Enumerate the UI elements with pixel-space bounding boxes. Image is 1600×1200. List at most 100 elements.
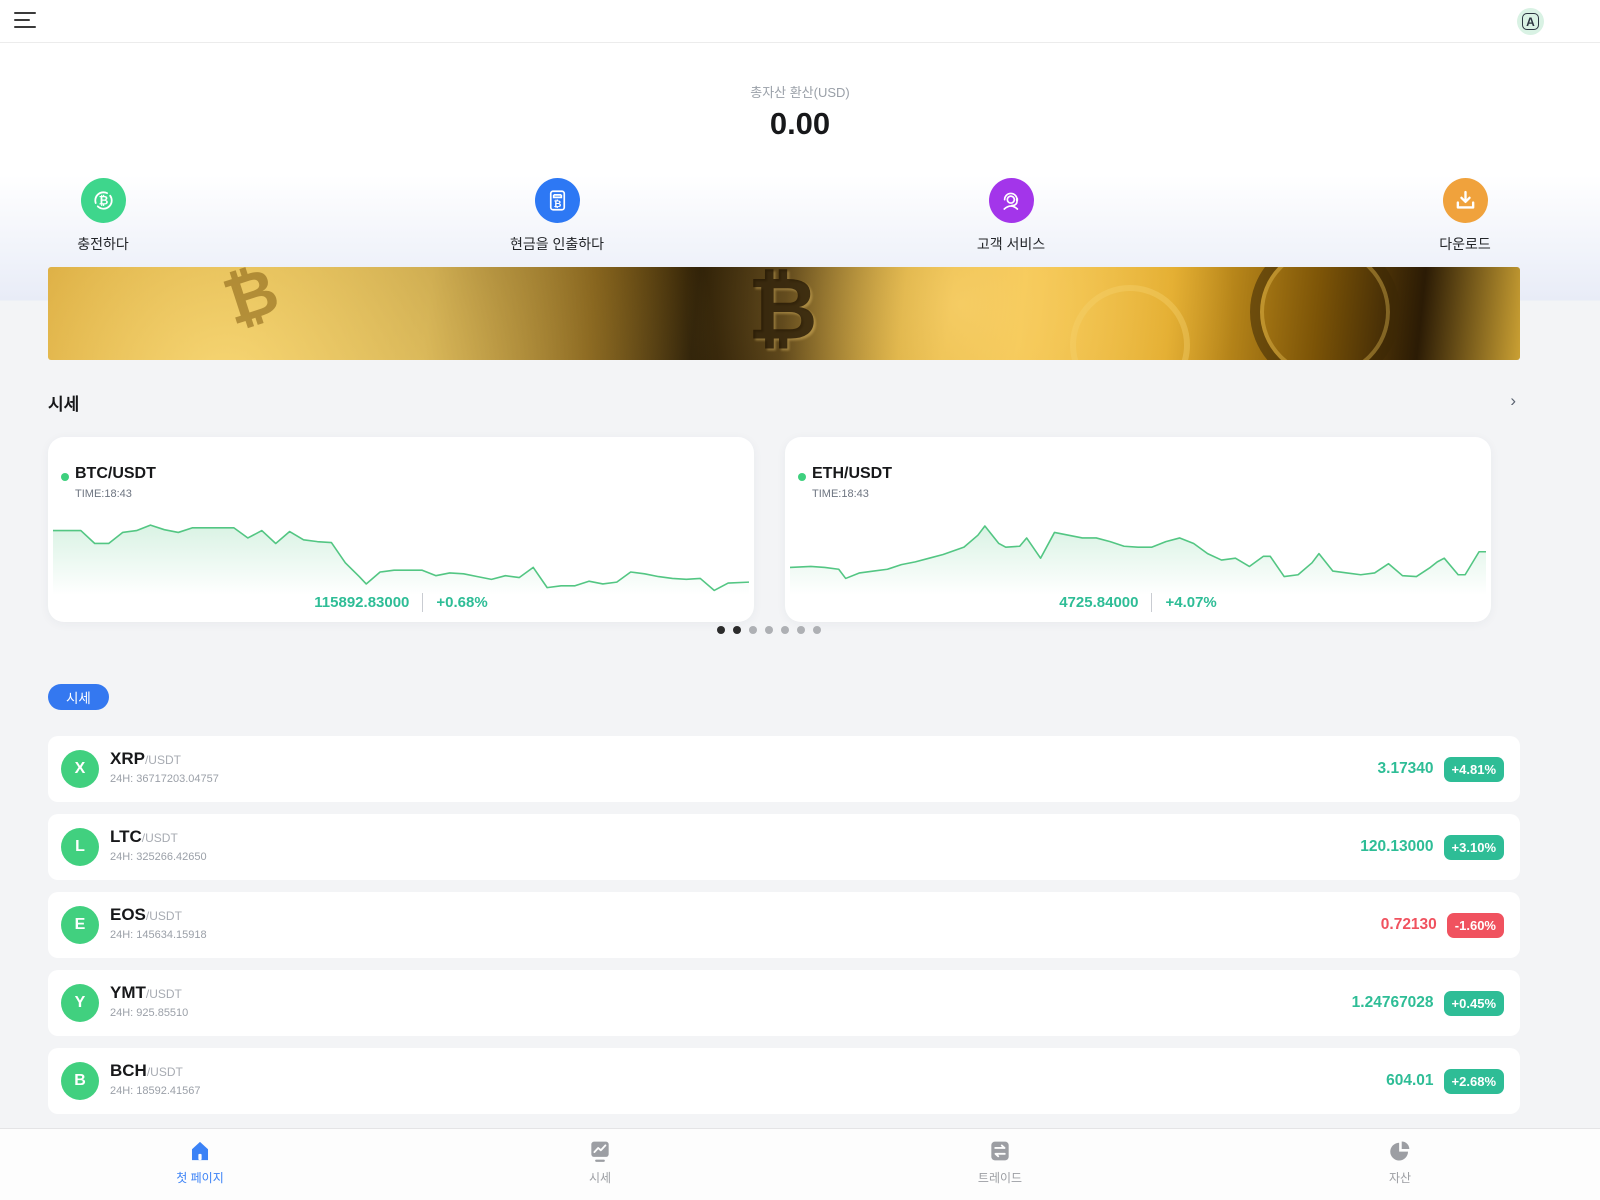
coin-quote: /USDT [145,909,182,923]
download-label: 다운로드 [1439,236,1491,252]
coin-ring-decoration [1070,285,1190,360]
eos-coin-icon: E [61,906,99,944]
coin-volume: 24H: 325266.42650 [110,851,207,863]
green-dot-icon [798,473,806,481]
coin-price-group: 3.17340 +4.81% [1378,736,1504,802]
coin-price: 604.01 [1386,1072,1434,1089]
carousel-dot-active[interactable] [717,626,725,634]
download-button[interactable]: 다운로드 [1410,178,1520,254]
market-tab-pill[interactable]: 시세 [48,684,109,710]
carousel-dot[interactable] [813,626,821,634]
nav-market-label: 시세 [588,1171,612,1185]
coin-price: 120.13000 [1360,838,1434,855]
menu-icon[interactable] [14,12,36,30]
carousel-dot[interactable] [797,626,805,634]
total-assets-label: 총자산 환산(USD) [750,85,850,100]
btc-sparkline-chart [53,503,749,595]
nav-assets[interactable]: 자산 [1200,1129,1600,1200]
nav-home-label: 첫 페이지 [176,1171,224,1185]
carousel-dots[interactable] [48,626,1490,634]
coin-volume: 24H: 36717203.04757 [110,773,219,785]
carousel-dot[interactable] [749,626,757,634]
coin-row-ltc[interactable]: L LTC/USDT 24H: 325266.42650 120.13000 +… [48,814,1520,880]
nav-home[interactable]: 첫 페이지 [0,1129,400,1200]
coin-row-ymt[interactable]: Y YMT/USDT 24H: 925.85510 1.24767028 +0.… [48,970,1520,1036]
change-badge: +4.81% [1443,756,1504,782]
carousel-dot-active[interactable] [733,626,741,634]
pair-change: +0.68% [436,594,488,611]
coin-ring-decoration [1250,267,1400,360]
coin-price: 0.72130 [1380,916,1437,933]
coin-row-xrp[interactable]: X XRP/USDT 24H: 36717203.04757 3.17340 +… [48,736,1520,802]
divider [422,593,424,612]
coin-volume: 24H: 925.85510 [110,1007,189,1019]
chevron-right-icon[interactable]: › [1510,391,1516,410]
home-icon [191,1141,209,1161]
divider [1151,593,1153,612]
coin-name-group: LTC/USDT [110,827,178,847]
nav-trade[interactable]: 트레이드 [800,1129,1200,1200]
promo-banner-gold-bitcoins[interactable]: ₿ ₿ [48,267,1520,360]
download-icon [1442,178,1488,223]
eth-usdt-chart-card[interactable]: ETH/USDT TIME:18:43 4725.84000 +4.07% [785,437,1491,622]
carousel-dot[interactable] [765,626,773,634]
atm-withdraw-icon: ₿ [534,178,580,223]
change-badge: +2.68% [1443,1068,1504,1094]
coin-quote: /USDT [141,831,178,845]
coin-price-group: 1.24767028 +0.45% [1352,970,1504,1036]
deposit-button[interactable]: ₿ 충전하다 [48,178,158,254]
language-button[interactable]: A [1517,8,1544,35]
market-chart-cards: BTC/USDT TIME:18:43 115892.83000 +0.68% … [48,437,1491,622]
green-dot-icon [61,473,69,481]
bch-coin-icon: B [61,1062,99,1100]
change-badge: +3.10% [1443,834,1504,860]
pair-time: TIME:18:43 [812,488,869,500]
coin-price: 1.24767028 [1351,994,1434,1011]
trade-swap-icon [991,1141,1009,1161]
coin-row-eos[interactable]: E EOS/USDT 24H: 145634.15918 0.72130 -1.… [48,892,1520,958]
coin-symbol: LTC [110,827,142,846]
coin-price-group: 120.13000 +3.10% [1360,814,1504,880]
bitcoin-symbol-decoration: ₿ [747,267,818,358]
ymt-coin-icon: Y [61,984,99,1022]
pair-price: 115892.83000 [314,594,410,611]
pair-name: ETH/USDT [812,465,892,482]
coin-quote: /USDT [145,987,182,1001]
market-section-title: 시세 [48,395,80,414]
carousel-dot[interactable] [781,626,789,634]
bottom-nav: 첫 페이지 시세 트레이드 자산 [0,1128,1600,1200]
bitcoin-recharge-icon: ₿ [80,178,126,223]
assets-pie-icon [1390,1141,1410,1161]
top-bar: A [0,0,1600,43]
market-chart-icon [591,1141,609,1162]
coin-symbol: BCH [110,1061,147,1080]
eth-sparkline-chart [790,503,1486,595]
pair-name: BTC/USDT [75,465,156,482]
coin-price: 3.17340 [1377,760,1434,777]
coin-symbol: EOS [110,905,146,924]
nav-assets-label: 자산 [1388,1171,1412,1185]
btc-usdt-chart-card[interactable]: BTC/USDT TIME:18:43 115892.83000 +0.68% [48,437,754,622]
quick-actions-row: ₿ 충전하다 ₿ 현금을 인출하다 [48,178,1520,254]
coin-name-group: YMT/USDT [110,983,182,1003]
change-badge: +0.45% [1443,990,1504,1016]
bitcoin-symbol-decoration: ₿ [214,267,287,339]
coin-quote: /USDT [144,753,181,767]
change-badge: -1.60% [1446,912,1504,938]
coin-price-group: 604.01 +2.68% [1386,1048,1504,1114]
market-section-header: 시세 › [48,390,1520,416]
coin-name-group: XRP/USDT [110,749,181,769]
nav-market[interactable]: 시세 [400,1129,800,1200]
pair-change: +4.07% [1165,594,1217,611]
pair-time: TIME:18:43 [75,488,132,500]
customer-service-button[interactable]: 고객 서비스 [956,178,1066,254]
xrp-coin-icon: X [61,750,99,788]
pair-price: 4725.84000 [1059,594,1139,611]
customer-service-label: 고객 서비스 [976,236,1046,252]
coin-name-group: EOS/USDT [110,905,182,925]
withdraw-button[interactable]: ₿ 현금을 인출하다 [502,178,612,254]
coin-list: X XRP/USDT 24H: 36717203.04757 3.17340 +… [48,736,1520,1126]
chart-card-footer: 115892.83000 +0.68% [48,593,754,612]
coin-row-bch[interactable]: B BCH/USDT 24H: 18592.41567 604.01 +2.68… [48,1048,1520,1114]
